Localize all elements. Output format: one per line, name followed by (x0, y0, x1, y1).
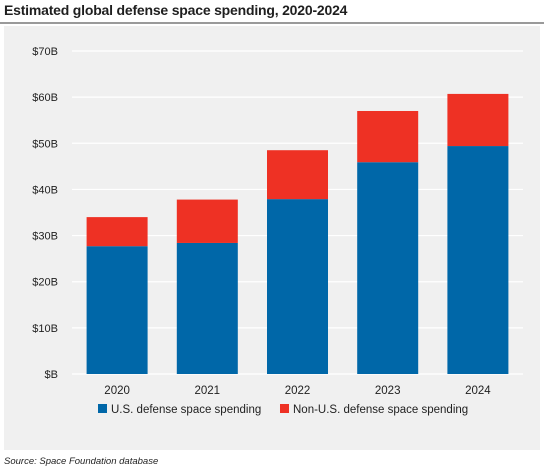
title-divider (0, 22, 544, 24)
legend: U.S. defense space spending Non-U.S. defe… (98, 404, 468, 416)
y-tick-label: $50B (32, 138, 58, 150)
bar-segment (267, 199, 328, 374)
bar-segment (267, 150, 328, 200)
chart-title: Estimated global defense space spending,… (4, 2, 348, 18)
x-tick-label: 2023 (375, 385, 401, 397)
x-tick-label: 2021 (195, 385, 221, 397)
legend-label: Non-U.S. defense space spending (293, 404, 468, 416)
bar-segment (86, 217, 148, 247)
y-tick-label: $20B (32, 277, 58, 289)
bar-segment (447, 93, 509, 147)
bar-segment (357, 110, 419, 163)
bar-segment (176, 199, 238, 243)
source-note: Source: Space Foundation database (4, 456, 159, 467)
x-tick-label: 2020 (104, 385, 130, 397)
bar-segment (86, 246, 148, 374)
bar-segment (176, 242, 238, 374)
y-axis-tick-labels: $B $10B $20B $30B $40B $50B $60B $70B (32, 46, 58, 381)
bar-segment (357, 162, 419, 374)
y-tick-label: $B (45, 369, 58, 381)
y-tick-label: $70B (32, 46, 58, 58)
x-axis-tick-labels: 2020 2021 2022 2023 2024 (104, 385, 491, 397)
y-tick-label: $40B (32, 184, 58, 196)
bar-segment (447, 146, 509, 374)
bars (86, 93, 509, 374)
legend-swatch (280, 404, 289, 413)
y-tick-label: $10B (32, 323, 58, 335)
x-tick-label: 2022 (285, 385, 311, 397)
legend-label: U.S. defense space spending (111, 404, 261, 416)
y-tick-label: $30B (32, 231, 58, 243)
x-tick-label: 2024 (465, 385, 491, 397)
y-tick-label: $60B (32, 92, 58, 104)
legend-swatch (98, 404, 107, 413)
